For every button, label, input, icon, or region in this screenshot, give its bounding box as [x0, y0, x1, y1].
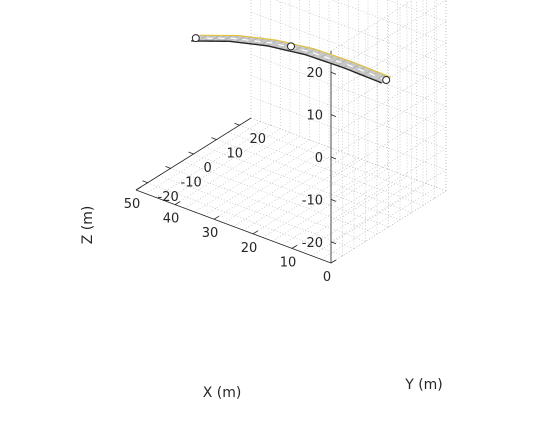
z-tick-label: 0 [315, 151, 323, 166]
grid-line [194, 154, 389, 227]
y-tick-label: -10 [181, 175, 202, 190]
y-tick-mark [235, 123, 240, 125]
grid-line [240, 125, 435, 198]
x-tick-label: 40 [163, 212, 180, 227]
y-tick-mark [166, 166, 171, 168]
x-tick-mark [136, 187, 141, 190]
grid-line [282, 173, 397, 245]
grid-line [175, 133, 290, 205]
z-tick-label: 20 [306, 66, 323, 81]
z-tick-label: -10 [302, 193, 323, 208]
grid-line [321, 187, 436, 259]
y-tick-label: 20 [250, 132, 267, 147]
y-tick-label: 0 [204, 161, 212, 176]
x-tick-label: 50 [124, 197, 141, 212]
z-tick-mark [331, 72, 336, 74]
x-tick-label: 30 [202, 226, 219, 241]
z-axis-label: Z (m) [80, 206, 96, 245]
x-tick-mark [292, 245, 297, 248]
waypoint-marker [288, 43, 295, 50]
z-tick-label: -20 [302, 236, 323, 251]
z-tick-mark [331, 115, 336, 117]
z-tick-mark [331, 199, 336, 201]
grid-line [251, 0, 446, 43]
grid-line [146, 122, 261, 194]
road-surface [191, 35, 391, 84]
grid-line [312, 184, 427, 256]
y-tick-mark [143, 181, 148, 183]
x-tick-mark [214, 216, 219, 219]
grid-line [273, 169, 388, 241]
waypoint-marker [192, 35, 199, 42]
x-tick-label: 0 [323, 270, 331, 285]
grid-layer [136, 0, 446, 263]
y-tick-mark [189, 152, 194, 154]
y-tick-mark [212, 138, 217, 140]
z-tick-label: 10 [306, 109, 323, 124]
y-tick-label: 10 [227, 147, 244, 162]
x-axis-label: X (m) [203, 385, 242, 401]
z-tick-mark [331, 157, 336, 159]
x-tick-label: 20 [241, 241, 258, 256]
waypoint-marker [383, 77, 390, 84]
y-axis-label: Y (m) [404, 377, 443, 393]
x-tick-label: 10 [280, 255, 297, 270]
x-tick-mark [253, 231, 258, 234]
grid-line [251, 0, 446, 21]
x-tick-mark [331, 260, 336, 263]
y-tick-label: -20 [158, 190, 179, 205]
